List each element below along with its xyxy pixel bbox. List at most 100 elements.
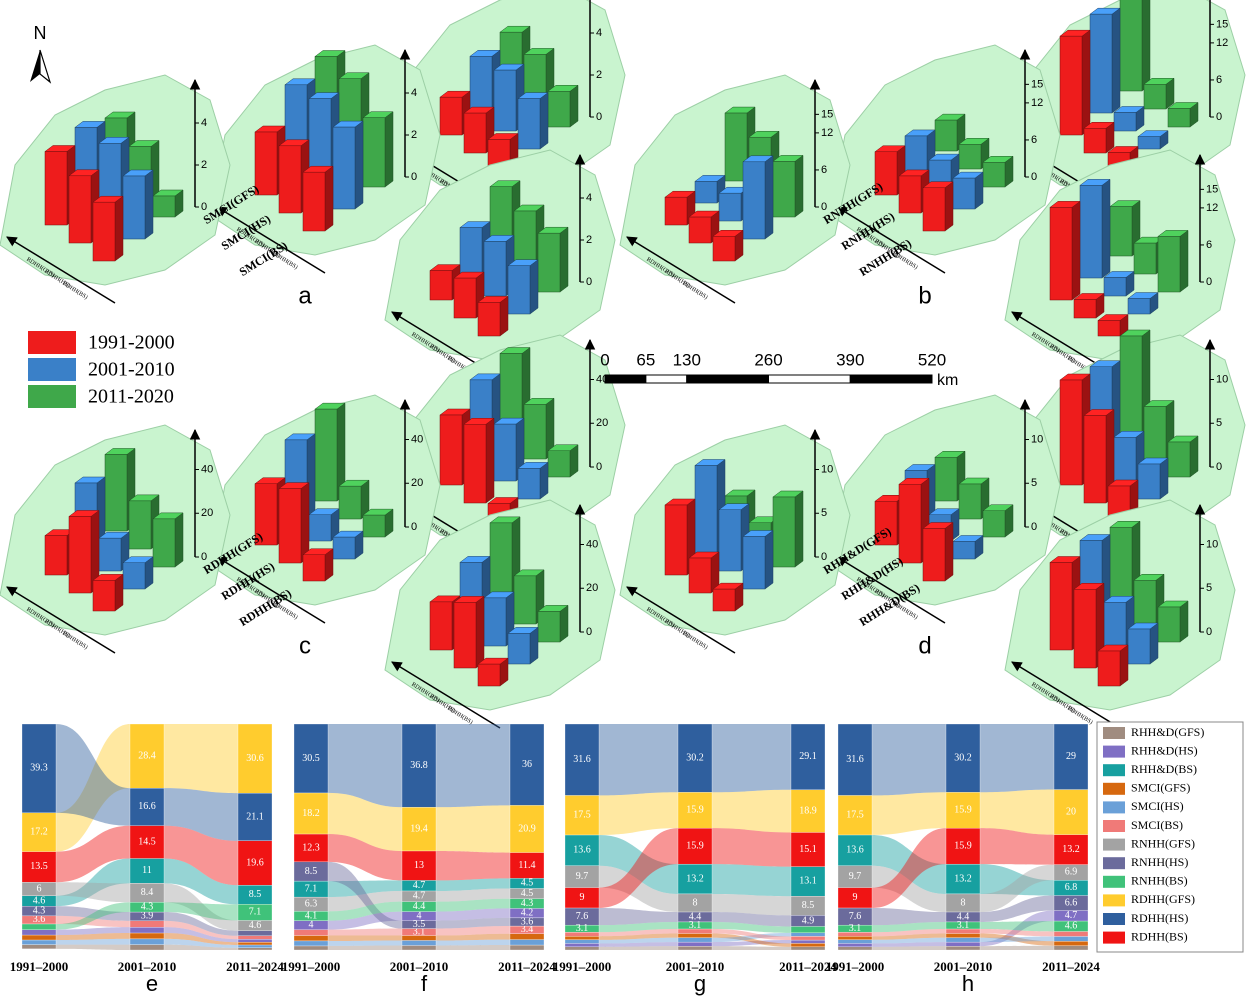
- bar-3d: [1113, 105, 1145, 132]
- sankey-flow: [164, 920, 238, 940]
- bar-front: [718, 192, 742, 222]
- sankey-flow: [436, 908, 510, 921]
- bar-front: [922, 187, 946, 232]
- sankey-flow: [164, 788, 238, 841]
- bar-front: [874, 501, 898, 546]
- bar-front: [362, 117, 386, 188]
- legend-swatch: [1103, 931, 1125, 944]
- sankey-flow: [56, 927, 130, 936]
- sankey-node: [677, 863, 713, 895]
- sankey-flow: [980, 921, 1054, 932]
- row-label: RDHH(BS): [446, 705, 474, 726]
- legend-swatch: [1103, 875, 1125, 888]
- bar-side: [559, 604, 569, 643]
- sankey-flow: [328, 940, 402, 946]
- bar-3d: [1137, 130, 1169, 150]
- bar-3d: [1049, 200, 1081, 301]
- sankey: 13.69.77.63.117.531.691991–200013.284.43…: [826, 723, 1100, 996]
- sankey-flow: [164, 912, 238, 936]
- bar-front: [547, 91, 571, 128]
- value-label: 8: [961, 897, 966, 908]
- bar-3d: [507, 626, 539, 665]
- sankey-node: [564, 924, 600, 933]
- bar-front: [1109, 527, 1133, 607]
- bar-front: [302, 554, 326, 582]
- sankey-node: [129, 788, 165, 826]
- value-label: 14.5: [138, 836, 156, 847]
- sankey-node: [1053, 834, 1089, 865]
- value-label: 4.3: [33, 905, 46, 916]
- bar-3d: [1167, 101, 1199, 128]
- value-label: 12.3: [302, 842, 320, 853]
- sankey-flow: [56, 938, 130, 945]
- bar-front: [664, 196, 688, 226]
- bar-3d: [302, 548, 334, 582]
- sankey-flow: [872, 946, 946, 950]
- period-legend: 1991-2000 2001-2010 2011-2020: [28, 331, 175, 408]
- bar-front: [459, 227, 483, 279]
- value-label: 13.2: [954, 873, 972, 884]
- sankey-flow: [980, 928, 1054, 937]
- bar-3d: [332, 120, 364, 210]
- bar-3d: [547, 84, 579, 128]
- z-tick-label: 0: [596, 111, 602, 123]
- sankey-flow: [872, 907, 946, 926]
- bar-3d: [517, 92, 549, 150]
- legend-swatch: [28, 385, 76, 408]
- value-label: 13.1: [799, 876, 817, 887]
- row-axis: [391, 661, 501, 729]
- z-tick-label: 40: [586, 538, 598, 550]
- bar-front: [332, 126, 356, 210]
- bar-front: [453, 602, 477, 669]
- bar3d-subplot: RDHH(GFS)RDHH(HS)RDHH(BS)024: [0, 74, 231, 304]
- sankey-flow: [872, 792, 946, 835]
- bar-front: [152, 518, 176, 568]
- z-tick-label: 0: [411, 171, 417, 183]
- legend-swatch: [1103, 764, 1125, 777]
- legend-label: RHH&D(GFS): [1131, 725, 1204, 739]
- bar-3d: [688, 210, 720, 244]
- sankey-flow: [56, 933, 130, 941]
- sankey-node: [293, 833, 329, 863]
- sankey-flow: [328, 834, 402, 881]
- sankey-node: [945, 828, 981, 865]
- bar-3d: [1167, 435, 1199, 478]
- sankey-flow: [712, 921, 791, 933]
- sankey-flow: [599, 828, 678, 908]
- row-label: RDHH(BS): [61, 280, 89, 301]
- row-axis: [6, 236, 116, 304]
- legend-swatch: [1103, 745, 1125, 758]
- value-label: 3.1: [413, 926, 426, 937]
- sankey-panels: 4.63.664.317.239.313.51991–2000118.43.94…: [10, 723, 1100, 996]
- bar-3d: [537, 226, 569, 293]
- z-tick-label: 10: [1216, 373, 1228, 385]
- value-label: 15.9: [686, 805, 704, 816]
- legend-swatch: [1103, 727, 1125, 739]
- scale-tick-label: 65: [636, 350, 655, 369]
- bar-3d: [507, 259, 539, 315]
- z-tick-label: 20: [411, 477, 423, 489]
- sankey-node: [837, 939, 873, 944]
- z-tick-label: 40: [411, 433, 423, 445]
- bar-front: [874, 151, 898, 196]
- bar-front: [1097, 650, 1121, 687]
- value-label: 13.6: [573, 845, 591, 856]
- value-label: 9: [853, 892, 858, 903]
- value-label: 15.1: [799, 844, 817, 855]
- sankey: 4.63.664.317.239.313.51991–2000118.43.94…: [10, 723, 284, 996]
- bar-front: [898, 484, 922, 564]
- z-tick-label: 0: [596, 461, 602, 473]
- scale-segment: [604, 374, 647, 384]
- bar-side: [144, 169, 154, 240]
- z-tick-label: 6: [1206, 239, 1212, 251]
- bar-3d: [122, 169, 154, 240]
- bar-3d: [362, 508, 394, 538]
- bar-front: [958, 144, 982, 170]
- bar-front: [1157, 606, 1181, 643]
- sankey-flow: [436, 945, 510, 950]
- bar-front: [742, 536, 766, 590]
